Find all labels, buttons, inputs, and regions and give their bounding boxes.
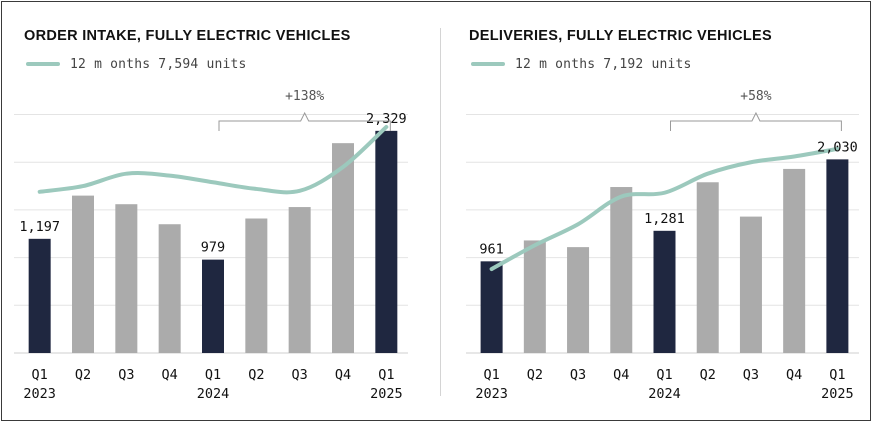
growth-annotation-label: +58% xyxy=(740,89,771,104)
deliveries-panel: DELIVERIES, FULLY ELECTRIC VEHICLES 12 m… xyxy=(440,0,874,424)
legend-line-swatch xyxy=(471,62,505,66)
bar-8 xyxy=(826,159,849,353)
x-tick-label-5: Q2 xyxy=(248,367,264,383)
x-year-label-4: 2024 xyxy=(197,386,230,402)
x-tick-label-6: Q3 xyxy=(292,367,308,383)
bar-2 xyxy=(115,204,138,353)
bar-5 xyxy=(696,182,719,353)
legend-label: 12 m onths 7,192 units xyxy=(515,56,692,72)
bar-3 xyxy=(158,224,181,353)
bar-6 xyxy=(739,216,762,353)
data-label-8: 2,030 xyxy=(817,139,858,155)
x-tick-label-8: Q1 xyxy=(378,367,394,383)
x-year-label-8: 2025 xyxy=(370,386,403,402)
x-tick-label-7: Q4 xyxy=(335,367,351,383)
x-tick-label-1: Q2 xyxy=(527,367,543,383)
x-tick-label-1: Q2 xyxy=(75,367,91,383)
rolling-12m-line xyxy=(37,124,389,195)
x-tick-label-3: Q4 xyxy=(613,367,629,383)
data-label-0: 1,197 xyxy=(19,219,60,235)
growth-bracket xyxy=(218,111,391,131)
data-label-0: 961 xyxy=(479,241,503,257)
bar-1 xyxy=(523,240,546,353)
deliveries-chart: 961 1,281 2,030 Q1 Q2 Q3 Q4 Q1 Q2 Q3 Q4 Q1 2023 2024 2… xyxy=(466,89,859,402)
x-tick-label-8: Q1 xyxy=(829,367,845,383)
data-label-4: 1,281 xyxy=(644,211,685,227)
x-year-label-0: 2023 xyxy=(23,386,56,402)
x-tick-label-4: Q1 xyxy=(656,367,672,383)
bar-1 xyxy=(72,195,94,353)
data-label-8: 2,329 xyxy=(366,111,407,127)
x-tick-label-3: Q4 xyxy=(162,367,178,383)
x-year-label-0: 2023 xyxy=(475,386,508,402)
rolling-12m-line xyxy=(489,146,840,272)
legend-line-swatch xyxy=(26,62,60,66)
bar-5 xyxy=(245,218,268,353)
chart-title: ORDER INTAKE, FULLY ELECTRIC VEHICLES xyxy=(24,28,351,44)
legend-label: 12 m onths 7,594 units xyxy=(70,56,247,72)
growth-annotation-label: +138% xyxy=(285,89,324,104)
chart-legend: 12 m onths 7,594 units xyxy=(26,54,247,74)
bar-7 xyxy=(332,143,354,353)
x-tick-label-0: Q1 xyxy=(483,367,499,383)
x-tick-label-4: Q1 xyxy=(205,367,221,383)
order-intake-panel: ORDER INTAKE, FULLY ELECTRIC VEHICLES 12… xyxy=(14,28,408,402)
bar-8 xyxy=(375,130,398,353)
bar-7 xyxy=(783,168,806,353)
x-tick-label-7: Q4 xyxy=(786,367,802,383)
bar-4 xyxy=(653,230,676,353)
x-tick-label-2: Q3 xyxy=(118,367,134,383)
x-tick-label-2: Q3 xyxy=(570,367,586,383)
x-year-label-4: 2024 xyxy=(648,386,681,402)
x-year-label-8: 2025 xyxy=(821,386,854,402)
bar-6 xyxy=(288,207,311,353)
x-tick-label-6: Q3 xyxy=(743,367,759,383)
x-tick-label-0: Q1 xyxy=(32,367,48,383)
bar-0 xyxy=(28,238,51,353)
chart-legend: 12 m onths 7,192 units xyxy=(471,54,692,74)
chart-title: DELIVERIES, FULLY ELECTRIC VEHICLES xyxy=(469,28,772,44)
data-label-4: 979 xyxy=(201,240,225,256)
bar-2 xyxy=(567,247,590,353)
bar-3 xyxy=(610,187,633,353)
order-intake-chart: 1,197 979 2,329 Q1 Q2 Q3 Q4 Q1 Q2 Q3 Q4 Q1 2023 2024 2… xyxy=(14,89,408,402)
bar-0 xyxy=(480,261,503,353)
bar-4 xyxy=(202,259,224,353)
panel-divider xyxy=(440,28,441,396)
x-tick-label-5: Q2 xyxy=(700,367,716,383)
growth-bracket xyxy=(670,111,842,131)
